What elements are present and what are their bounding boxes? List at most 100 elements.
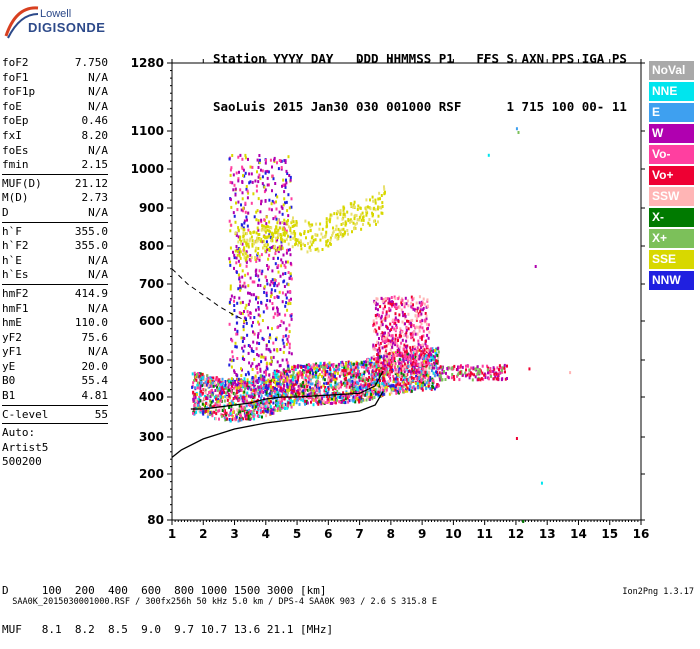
spread-echo-pixel	[416, 357, 418, 361]
multihop-echo-pixel	[255, 231, 258, 235]
echo-pixel	[334, 371, 337, 375]
echo-pixel	[350, 365, 352, 368]
echo-pixel	[375, 365, 378, 369]
spread-echo-pixel	[399, 364, 402, 368]
spread-echo-pixel	[276, 295, 279, 299]
spread-echo-pixel	[376, 340, 379, 344]
echo-pixel	[307, 363, 310, 366]
echo-pixel	[217, 378, 220, 382]
echo-pixel	[213, 395, 216, 399]
echo-pixel	[453, 364, 456, 368]
spread-echo-pixel	[283, 227, 286, 231]
spread-echo-pixel	[256, 364, 259, 368]
spread-echo-pixel	[272, 177, 275, 181]
echo-pixel	[370, 356, 373, 360]
param-name: C-level	[2, 407, 49, 421]
echo-pixel	[236, 397, 239, 401]
spread-echo-pixel	[279, 247, 282, 251]
spread-echo-pixel	[396, 352, 399, 356]
multihop-echo-pixel	[329, 236, 332, 240]
echo-pixel	[268, 393, 271, 397]
spread-echo-pixel	[417, 314, 420, 318]
multihop-echo-pixel	[346, 210, 349, 214]
param-row: h`F2 355.0	[2, 239, 108, 254]
spread-echo-pixel	[239, 384, 242, 387]
spread-echo-pixel	[383, 298, 386, 301]
spread-echo-pixel	[418, 329, 421, 333]
spread-echo-pixel	[258, 258, 261, 262]
multihop-echo-pixel	[238, 254, 241, 258]
multihop-echo-pixel	[290, 231, 293, 235]
echo-pixel	[297, 380, 300, 384]
spread-echo-pixel	[249, 254, 252, 257]
echo-pixel	[366, 383, 369, 387]
spread-echo-pixel	[229, 260, 231, 264]
spread-echo-pixel	[425, 348, 428, 352]
spread-echo-pixel	[405, 302, 408, 306]
spread-echo-pixel	[288, 342, 291, 346]
multihop-echo-pixel	[356, 221, 358, 225]
echo-pixel	[412, 376, 415, 380]
spread-echo-pixel	[257, 296, 260, 300]
echo-pixel	[400, 373, 403, 377]
spread-echo-pixel	[228, 383, 231, 387]
echo-pixel	[424, 354, 427, 358]
multihop-echo-pixel	[268, 234, 271, 238]
echo-pixel	[305, 387, 308, 391]
echo-pixel	[302, 391, 305, 395]
multihop-echo-pixel	[361, 216, 364, 220]
echo-pixel	[211, 399, 214, 403]
multihop-echo-pixel	[359, 206, 362, 210]
spread-echo-pixel	[253, 316, 256, 319]
multihop-echo-pixel	[353, 227, 355, 231]
spread-echo-pixel	[257, 228, 260, 232]
spread-echo-pixel	[288, 276, 291, 280]
echo-pixel	[286, 367, 289, 370]
spread-echo-pixel	[229, 297, 232, 301]
echo-pixel	[331, 397, 334, 401]
echo-pixel	[264, 402, 267, 406]
echo-pixel	[477, 369, 480, 373]
echo-pixel	[428, 380, 431, 384]
multihop-echo-pixel	[264, 243, 267, 246]
echo-pixel	[412, 361, 415, 364]
param-name: h`Es	[2, 268, 29, 282]
spread-echo-pixel	[285, 301, 288, 305]
echo-pixel	[402, 382, 405, 386]
spread-echo-pixel	[265, 240, 268, 244]
spread-echo-pixel	[289, 290, 292, 293]
multihop-echo-pixel	[244, 251, 247, 255]
spread-echo-pixel	[264, 188, 267, 192]
echo-pixel	[398, 384, 401, 387]
echo-pixel	[194, 403, 197, 407]
spread-echo-pixel	[273, 386, 276, 390]
echo-pixel	[313, 386, 316, 390]
param-value: N/A	[88, 205, 108, 219]
spread-echo-pixel	[247, 313, 250, 317]
spread-echo-pixel	[374, 307, 377, 311]
multihop-echo-pixel	[344, 220, 347, 224]
multihop-echo-pixel	[271, 237, 274, 241]
multihop-echo-pixel	[336, 216, 339, 220]
multihop-echo-pixel	[285, 220, 288, 224]
echo-pixel	[322, 384, 325, 388]
echo-pixel	[481, 364, 484, 368]
echo-pixel	[506, 377, 508, 380]
echo-pixel	[408, 369, 411, 373]
footer-bar: SAA0K_2015030001000.RSF / 300fx256h 50 k…	[2, 587, 698, 617]
echo-pixel	[193, 392, 196, 396]
echo-pixel	[194, 377, 197, 381]
echo-pixel	[235, 391, 238, 395]
spread-echo-pixel	[267, 170, 270, 174]
spread-echo-pixel	[264, 370, 267, 374]
spread-echo-pixel	[405, 350, 408, 354]
spread-echo-pixel	[233, 295, 236, 299]
echo-pixel	[441, 368, 444, 371]
echo-pixel	[232, 397, 235, 400]
echo-pixel	[359, 398, 362, 402]
echo-pixel	[311, 392, 314, 396]
multihop-echo-pixel	[240, 226, 243, 230]
echo-pixel	[483, 373, 486, 377]
spread-echo-pixel	[279, 274, 282, 278]
echo-pixel	[328, 383, 331, 387]
